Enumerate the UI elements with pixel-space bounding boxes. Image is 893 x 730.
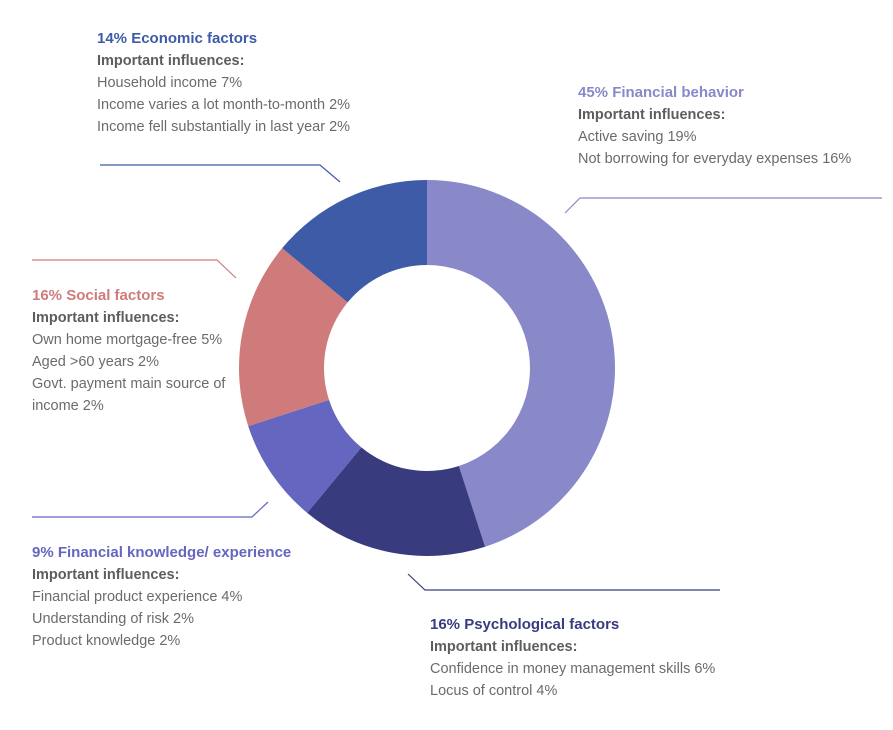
label-subtitle-psych: Important influences: — [430, 639, 578, 655]
influence-item: Household income 7% — [97, 75, 243, 91]
influence-item: Locus of control 4% — [430, 683, 558, 699]
leader-line-economic — [100, 164, 341, 183]
leader-line-behavior — [564, 197, 882, 214]
label-title-knowledge: 9% Financial knowledge/ experience — [32, 544, 292, 561]
label-title-behavior: 45% Financial behavior — [578, 84, 744, 101]
label-block-behavior: 45% Financial behavior Important influen… — [578, 82, 851, 170]
label-block-social: 16% Social factors Important influences:… — [32, 285, 237, 417]
label-title-psych: 16% Psychological factors — [430, 616, 620, 633]
influence-item: Not borrowing for everyday expenses 16% — [578, 151, 852, 167]
label-title-social: 16% Social factors — [32, 287, 165, 304]
influence-item: Understanding of risk 2% — [32, 611, 194, 627]
influence-item: Income fell substantially in last year 2… — [97, 119, 351, 135]
leader-line-psych — [407, 573, 720, 591]
label-block-economic: 14% Economic factors Important influence… — [97, 28, 350, 138]
influence-item: Own home mortgage-free 5% — [32, 332, 223, 348]
label-subtitle-economic: Important influences: — [97, 53, 245, 69]
influence-item: Govt. payment main source of income 2% — [32, 376, 226, 414]
donut-slice-knowledge — [248, 399, 362, 513]
donut-slice-psych — [307, 447, 486, 556]
influence-item: Income varies a lot month-to-month 2% — [97, 97, 351, 113]
influence-item: Financial product experience 4% — [32, 589, 243, 605]
label-subtitle-behavior: Important influences: — [578, 107, 726, 123]
influence-item: Confidence in money management skills 6% — [430, 661, 716, 677]
label-block-knowledge: 9% Financial knowledge/ experience Impor… — [32, 542, 291, 652]
influence-item: Active saving 19% — [578, 129, 697, 145]
donut-slice-social — [238, 248, 348, 427]
leader-line-social — [32, 259, 237, 279]
donut-slice-economic — [282, 180, 427, 303]
influence-item: Product knowledge 2% — [32, 633, 181, 649]
label-subtitle-knowledge: Important influences: — [32, 567, 180, 583]
influence-item: Aged >60 years 2% — [32, 354, 159, 370]
label-subtitle-social: Important influences: — [32, 310, 180, 326]
label-block-psych: 16% Psychological factors Important infl… — [430, 614, 715, 702]
leader-line-knowledge — [32, 501, 269, 518]
label-title-economic: 14% Economic factors — [97, 30, 258, 47]
donut-slice-behavior — [427, 180, 615, 547]
